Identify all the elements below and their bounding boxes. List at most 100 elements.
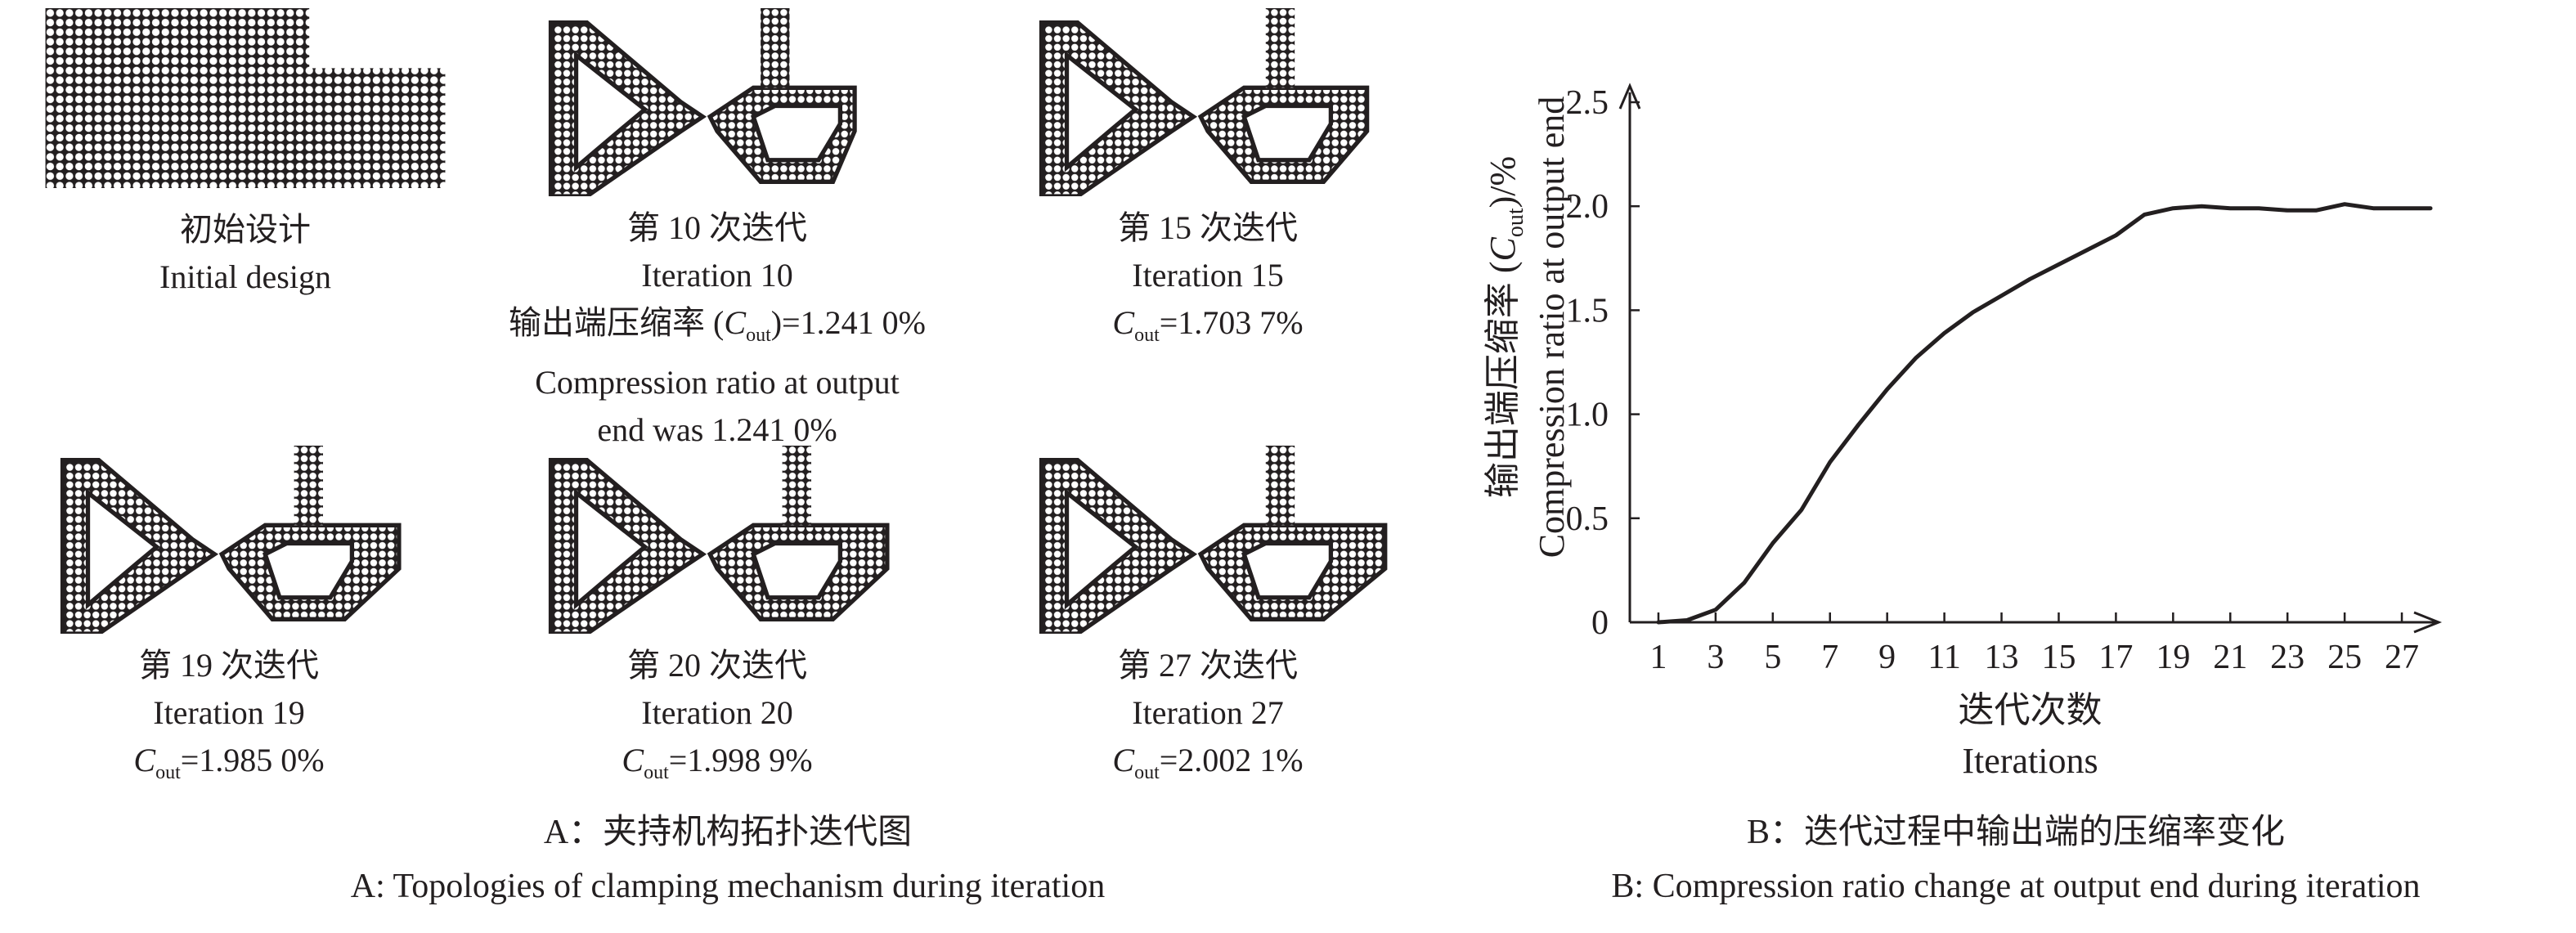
y-tick-label: 1.5 xyxy=(1566,292,1609,330)
topology-caption: 第 10 次迭代 Iteration 10 输出端压缩率 (Cout)=1.241 … xyxy=(472,204,963,454)
topology-cell: 第 27 次迭代 Iteration 27 Cout=2.002 1% xyxy=(963,446,1453,796)
y-axis-label-en: Compression ratio at output end xyxy=(1532,96,1572,558)
topology-image xyxy=(45,8,446,188)
x-tick-label: 1 xyxy=(1649,639,1667,676)
panel-a-caption-cn: A：夹持机构拓扑迭代图 xyxy=(543,814,913,851)
topology-caption: 初始设计 Initial design xyxy=(0,206,491,301)
y-axis-arrow xyxy=(1618,83,1641,110)
x-tick-label: 21 xyxy=(2213,639,2247,676)
topology-image xyxy=(60,446,402,634)
topology-image xyxy=(548,8,857,196)
caption-extra: end was 1.241 0% xyxy=(597,411,837,448)
caption-extra-line: Compression ratio at output xyxy=(472,359,963,406)
caption-en-line: Iteration 19 xyxy=(0,689,474,737)
left-arm xyxy=(548,20,707,196)
left-arm xyxy=(60,458,219,634)
compression-value-line: Cout=1.998 9% xyxy=(472,737,963,796)
compression-value-line: Cout=1.703 7% xyxy=(963,299,1453,359)
y-label-sub: out xyxy=(1503,208,1528,237)
caption-cn: 第 27 次迭代 xyxy=(1118,647,1298,684)
caption-cn: 第 15 次迭代 xyxy=(1118,209,1298,246)
x-tick-label: 15 xyxy=(2041,639,2076,676)
topology-cell: 第 15 次迭代 Iteration 15 Cout=1.703 7% xyxy=(963,8,1453,359)
topology-image xyxy=(1039,446,1388,634)
caption-cn-line: 初始设计 xyxy=(0,206,491,253)
right-loop xyxy=(1197,85,1370,184)
compression-value: Cout=1.998 9% xyxy=(622,742,813,783)
y-label-prefix: 输出端压缩率 ( xyxy=(1483,262,1523,499)
y-tick-label: 1.0 xyxy=(1566,397,1609,434)
caption-cn: 第 10 次迭代 xyxy=(627,209,807,246)
left-arm xyxy=(1039,20,1198,196)
output-bar xyxy=(782,446,811,526)
caption-cn-line: 第 10 次迭代 xyxy=(472,204,963,252)
value-text: =1.985 0% xyxy=(180,742,325,778)
caption-en-line: Iteration 20 xyxy=(472,689,963,737)
value-text: =2.002 1% xyxy=(1159,742,1304,778)
caption-cn-line: 第 20 次迭代 xyxy=(472,642,963,689)
panel-b-caption: B：迭代过程中输出端的压缩率变化 B: Compression ratio ch… xyxy=(1456,805,2576,913)
c-symbol: C xyxy=(724,304,747,341)
topology-cell: 第 10 次迭代 Iteration 10 输出端压缩率 (Cout)=1.241 … xyxy=(472,8,963,454)
caption-en: Iteration 20 xyxy=(641,694,793,731)
c-symbol: C xyxy=(1112,304,1135,341)
caption-cn-line: 第 15 次迭代 xyxy=(963,204,1453,252)
design-domain xyxy=(45,8,446,188)
c-symbol: C xyxy=(1112,742,1135,778)
topology-cell: 第 20 次迭代 Iteration 20 Cout=1.998 9% xyxy=(472,446,963,796)
c-symbol: C xyxy=(133,742,156,778)
c-subscript: out xyxy=(1134,762,1160,783)
topology-caption: 第 27 次迭代 Iteration 27 Cout=2.002 1% xyxy=(963,642,1453,796)
caption-en: Iteration 15 xyxy=(1132,257,1284,294)
caption-en: Iteration 27 xyxy=(1132,694,1284,731)
caption-en: Initial design xyxy=(159,258,331,295)
caption-cn: 第 19 次迭代 xyxy=(139,647,319,684)
y-label-c: C xyxy=(1483,237,1523,262)
x-tick-label: 7 xyxy=(1821,639,1838,676)
topology-image xyxy=(548,446,890,634)
c-symbol: C xyxy=(622,742,644,778)
x-tick-label: 9 xyxy=(1878,639,1896,676)
y-tick-label: 2.5 xyxy=(1566,84,1609,122)
output-bar xyxy=(761,8,790,88)
panel-a-caption-en: A: Topologies of clamping mechanism duri… xyxy=(350,868,1106,905)
caption-cn: 初始设计 xyxy=(180,211,311,248)
panel-b: 1 3 5 7 9 11 13 15 17 19 21 23 25 27 0 0.5 1.0 1.5 2.0 2.5 迭… xyxy=(1456,0,2576,933)
right-loop xyxy=(707,85,857,184)
panel-b-caption-en: B: Compression ratio change at output en… xyxy=(1611,868,2421,905)
x-tick-label: 17 xyxy=(2098,639,2133,676)
panel-a: 初始设计 Initial design 第 10 次迭代 Iteration 10 输出… xyxy=(0,8,1456,913)
caption-cn-line: 第 27 次迭代 xyxy=(963,642,1453,689)
caption-en: Iteration 19 xyxy=(153,694,305,731)
x-tick-label: 25 xyxy=(2327,639,2362,676)
compression-value-line: 输出端压缩率 (Cout)=1.241 0% xyxy=(472,299,963,359)
topology-cell: 第 19 次迭代 Iteration 19 Cout=1.985 0% xyxy=(0,446,474,796)
value-text: =1.703 7% xyxy=(1159,304,1304,341)
topology-caption: 第 19 次迭代 Iteration 19 Cout=1.985 0% xyxy=(0,642,474,796)
caption-en: Iteration 10 xyxy=(641,257,793,294)
x-tick-label: 23 xyxy=(2270,639,2304,676)
compression-ratio-chart: 1 3 5 7 9 11 13 15 17 19 21 23 25 2700.51.01.52.02.5迭… xyxy=(1483,83,2443,781)
x-tick-label: 13 xyxy=(1985,639,2019,676)
caption-en-line: Iteration 10 xyxy=(472,252,963,299)
c-subscript: out xyxy=(1134,325,1160,346)
output-bar xyxy=(1265,8,1295,88)
caption-cn-line: 第 19 次迭代 xyxy=(0,642,474,689)
caption-en-line: Initial design xyxy=(0,253,491,301)
x-axis-arrow xyxy=(2413,611,2443,634)
output-bar xyxy=(294,446,323,526)
value-text: =1.998 9% xyxy=(668,742,813,778)
caption-extra-line: end was 1.241 0% xyxy=(472,406,963,454)
panel-a-caption: A：夹持机构拓扑迭代图 A: Topologies of clamping me… xyxy=(0,805,1456,913)
caption-en-line: Iteration 15 xyxy=(963,252,1453,299)
compression-value: Cout=1.703 7% xyxy=(1112,304,1304,346)
x-tick-label: 3 xyxy=(1707,639,1724,676)
topology-cell: 初始设计 Initial design xyxy=(0,8,491,301)
x-axis-label-en: Iterations xyxy=(1962,741,2098,781)
x-tick-label: 19 xyxy=(2156,639,2190,676)
compression-value: 输出端压缩率 (Cout)=1.241 0% xyxy=(509,304,926,346)
topology-caption: 第 20 次迭代 Iteration 20 Cout=1.998 9% xyxy=(472,642,963,796)
compression-value-line: Cout=2.002 1% xyxy=(963,737,1453,796)
right-loop xyxy=(218,523,402,621)
x-axis-label-cn: 迭代次数 xyxy=(1959,690,2103,730)
